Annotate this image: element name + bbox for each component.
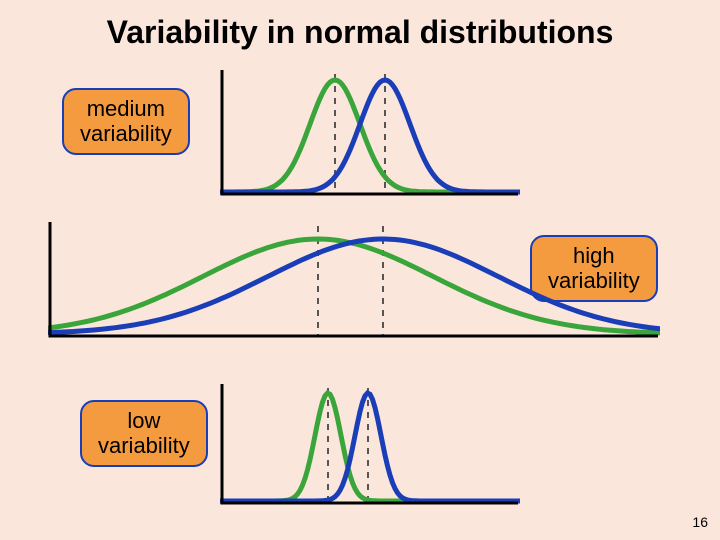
label-low-line1: low (98, 408, 190, 433)
chart-medium (220, 66, 520, 196)
label-medium-line2: variability (80, 121, 172, 146)
label-low-variability: low variability (80, 400, 208, 467)
label-medium-line1: medium (80, 96, 172, 121)
page-number: 16 (692, 514, 708, 530)
page-title: Variability in normal distributions (0, 0, 720, 51)
label-low-line2: variability (98, 433, 190, 458)
chart-low (220, 380, 520, 505)
chart-high (48, 218, 660, 338)
label-medium-variability: medium variability (62, 88, 190, 155)
